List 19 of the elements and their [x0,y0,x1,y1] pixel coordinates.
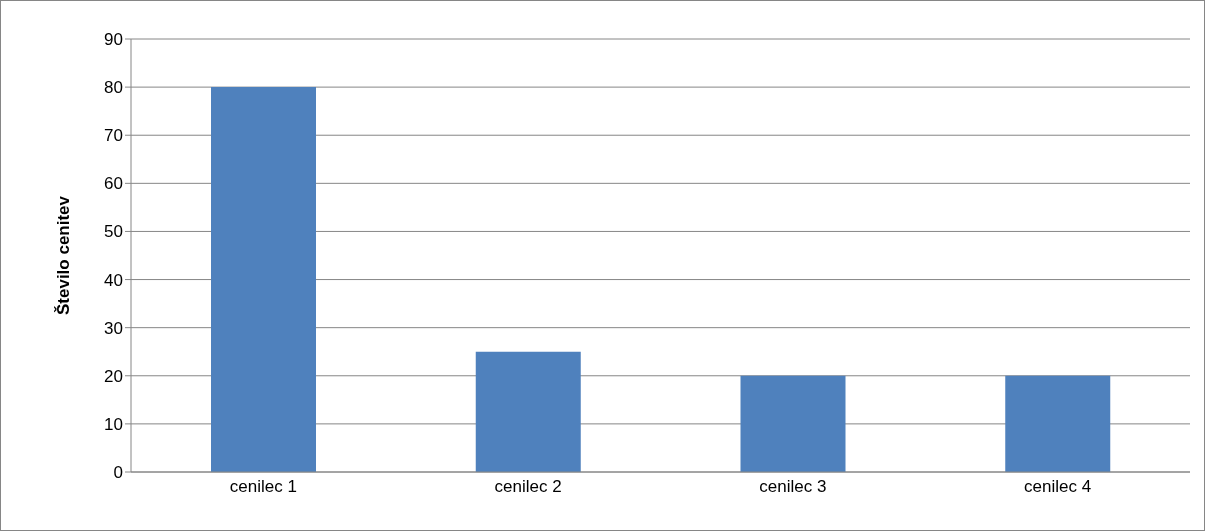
x-tick-label: cenilec 2 [494,477,562,497]
y-tick-label: 40 [104,270,123,290]
y-tick-label: 20 [104,366,123,386]
x-tick-label: cenilec 1 [229,477,297,497]
bar [1005,375,1111,472]
y-tick-label: 10 [104,414,123,434]
x-tick-label: cenilec 4 [1024,477,1092,497]
y-tick-label: 60 [104,174,123,194]
y-tick-label: 90 [104,30,123,50]
bar [740,375,846,472]
x-tick-label: cenilec 3 [759,477,827,497]
y-tick-label: 30 [104,318,123,338]
bar [211,87,316,472]
y-tick-label: 50 [104,222,123,242]
y-axis-title: Število cenitev [54,195,74,316]
bar [475,351,581,472]
y-tick-label: 0 [113,463,123,483]
y-tick-label: 80 [104,78,123,98]
y-tick-label: 70 [104,126,123,146]
